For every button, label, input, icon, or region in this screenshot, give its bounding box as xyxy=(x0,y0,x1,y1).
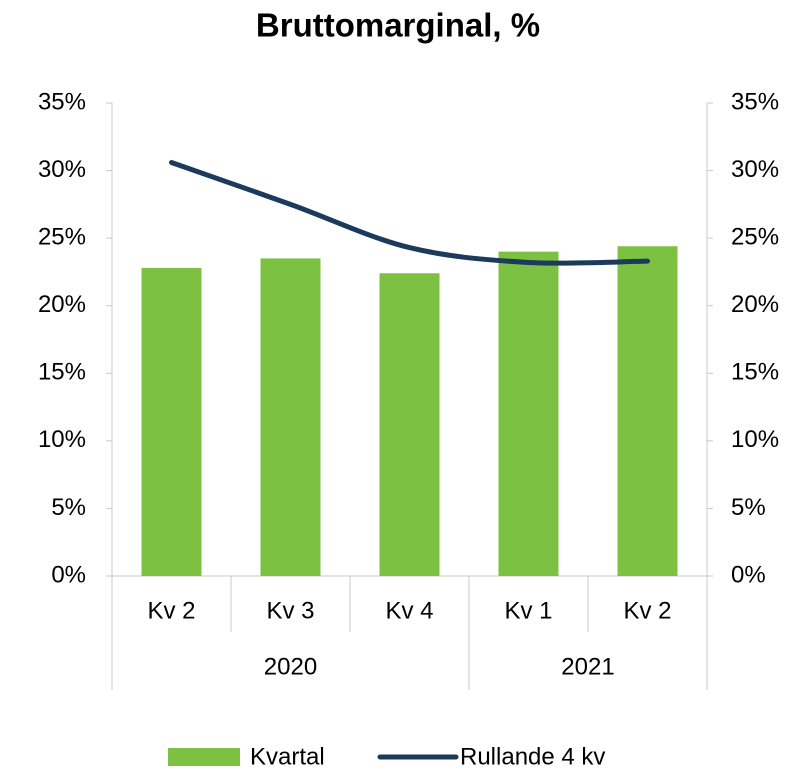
x-tick-label: Kv 2 xyxy=(147,597,195,624)
group-label: 2020 xyxy=(264,653,317,680)
bar xyxy=(379,273,440,576)
group-label: 2021 xyxy=(561,653,614,680)
bar xyxy=(141,267,202,576)
x-tick-label: Kv 2 xyxy=(623,597,671,624)
y-tick-label: 0% xyxy=(51,561,86,588)
y-tick-label: 25% xyxy=(38,223,86,250)
bar xyxy=(260,258,321,576)
y2-tick-label: 20% xyxy=(731,291,779,318)
y2-tick-label: 5% xyxy=(731,494,766,521)
y2-tick-label: 30% xyxy=(731,156,779,183)
y2-tick-label: 35% xyxy=(731,88,779,115)
y2-tick-label: 15% xyxy=(731,359,779,386)
line xyxy=(169,159,650,266)
y-tick-label: 20% xyxy=(38,291,86,318)
y-tick-label: 30% xyxy=(38,156,86,183)
x-tick-label: Kv 1 xyxy=(504,597,552,624)
legend-swatch xyxy=(168,748,240,766)
y-tick-label: 15% xyxy=(38,359,86,386)
x-tick-label: Kv 3 xyxy=(266,597,314,624)
y-tick-label: 10% xyxy=(38,426,86,453)
legend-label: Kvartal xyxy=(250,743,325,770)
bar xyxy=(617,246,678,576)
x-tick-label: Kv 4 xyxy=(385,597,433,624)
legend-label: Rullande 4 kv xyxy=(460,743,605,770)
y2-tick-label: 10% xyxy=(731,426,779,453)
bar xyxy=(498,251,559,576)
y2-tick-label: 25% xyxy=(731,223,779,250)
y2-tick-label: 0% xyxy=(731,561,766,588)
y-tick-label: 5% xyxy=(51,494,86,521)
y-tick-label: 35% xyxy=(38,88,86,115)
chart-title: Bruttomarginal, % xyxy=(256,7,540,44)
